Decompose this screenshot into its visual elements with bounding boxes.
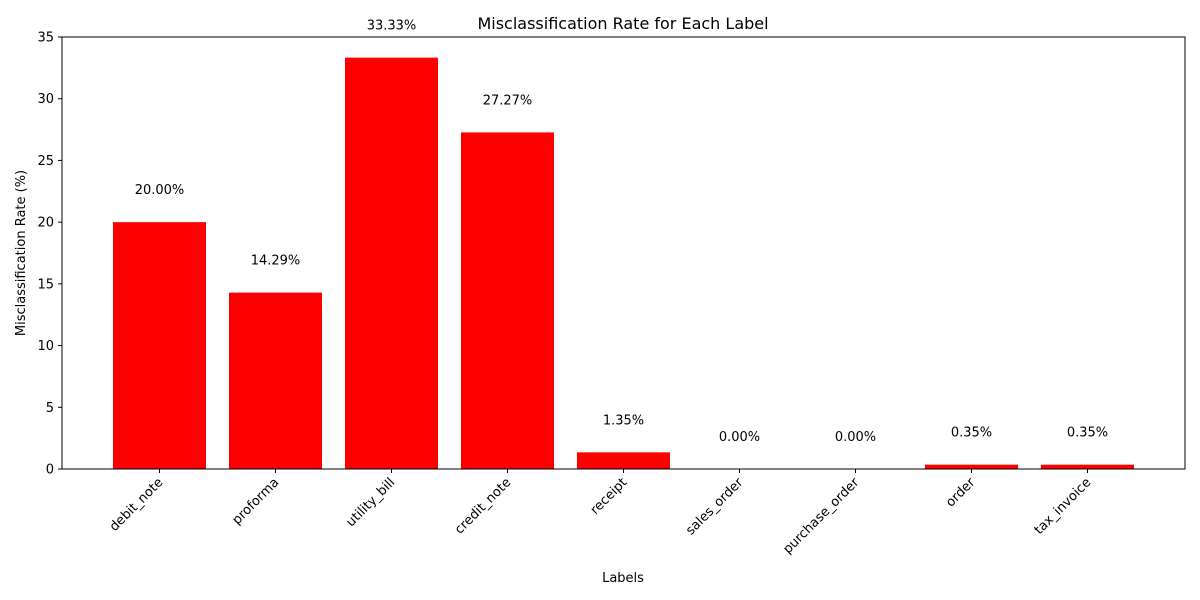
y-tick-label: 25 (37, 154, 54, 169)
x-tick-label: receipt (588, 475, 631, 518)
bar (229, 292, 322, 469)
x-axis-label: Labels (602, 571, 644, 586)
y-axis: 0 5 10 15 20 25 30 35 (37, 31, 62, 478)
bar-data-label: 0.00% (719, 430, 760, 445)
bar (345, 57, 438, 469)
data-labels-layer: 20.00% 14.29% 33.33% 27.27% 1.35% 0.00% 0.00% 0… (135, 19, 1108, 445)
bar (1041, 464, 1134, 469)
x-tick-label: utility_bill (343, 475, 398, 530)
y-tick-label: 0 (46, 463, 54, 478)
bar (925, 464, 1018, 469)
chart-title: Misclassification Rate for Each Label (477, 14, 768, 33)
x-tick-label: sales_order (683, 475, 747, 539)
x-tick-label: order (943, 475, 979, 511)
x-axis: debit_note proforma utility_bill credit_not… (107, 469, 1094, 557)
y-tick-label: 20 (37, 216, 54, 231)
x-tick-label: credit_note (452, 475, 514, 537)
bar-data-label: 1.35% (603, 413, 644, 428)
y-tick-label: 15 (37, 277, 54, 292)
bar (577, 452, 670, 469)
y-tick-label: 30 (37, 92, 54, 107)
plot-area-frame (61, 36, 1186, 470)
x-tick-label: purchase_order (780, 475, 862, 557)
bar-data-label: 27.27% (483, 93, 533, 108)
bar (113, 222, 206, 469)
bar-data-label: 20.00% (135, 183, 185, 198)
bar (461, 132, 554, 469)
bar-data-label: 14.29% (251, 254, 301, 269)
bar-data-label: 0.35% (1067, 426, 1108, 441)
y-axis-label: Misclassification Rate (%) (14, 170, 29, 336)
bar-data-label: 0.00% (835, 430, 876, 445)
x-tick-label: debit_note (107, 475, 166, 534)
y-tick-label: 35 (37, 31, 54, 46)
y-tick-label: 5 (46, 401, 54, 416)
x-tick-label: proforma (230, 475, 283, 528)
bar-data-label: 33.33% (367, 19, 417, 34)
bars-layer (113, 57, 1134, 469)
y-tick-label: 10 (37, 339, 54, 354)
bar-data-label: 0.35% (951, 426, 992, 441)
x-tick-label: tax_invoice (1032, 475, 1095, 538)
